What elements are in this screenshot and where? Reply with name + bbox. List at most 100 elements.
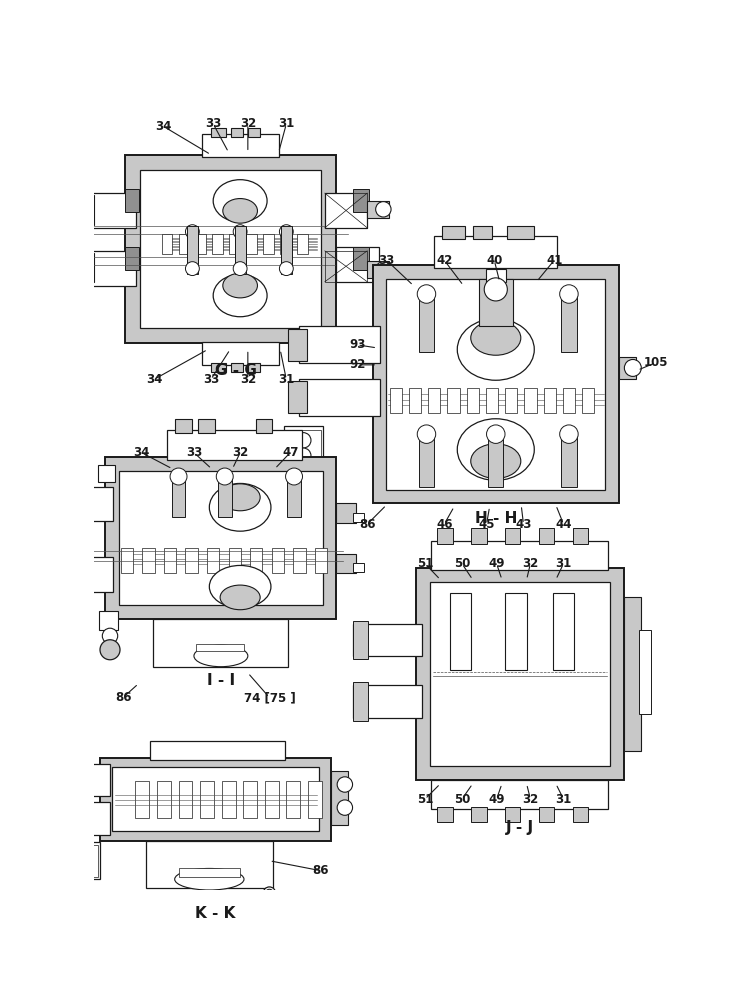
Bar bbox=[200, 781, 214, 818]
Text: 32: 32 bbox=[523, 557, 539, 570]
Text: 51: 51 bbox=[417, 793, 433, 806]
Bar bbox=[582, 388, 595, 413]
Text: J - J: J - J bbox=[506, 820, 534, 835]
Text: 34: 34 bbox=[146, 373, 162, 386]
Bar bbox=[284, 426, 322, 473]
Bar bbox=[315, 548, 327, 573]
Bar bbox=[353, 682, 368, 721]
Bar bbox=[486, 388, 498, 413]
Bar bbox=[235, 232, 246, 274]
Bar bbox=[140, 170, 321, 328]
Circle shape bbox=[484, 278, 507, 301]
Bar bbox=[267, 899, 272, 905]
Circle shape bbox=[417, 285, 436, 303]
Bar bbox=[42, 489, 59, 518]
Bar bbox=[211, 363, 226, 372]
Bar bbox=[450, 593, 471, 670]
Bar bbox=[53, 557, 113, 592]
Circle shape bbox=[170, 468, 187, 485]
Text: 32: 32 bbox=[240, 373, 256, 386]
Bar bbox=[142, 548, 155, 573]
Bar bbox=[231, 128, 243, 137]
Bar bbox=[243, 781, 257, 818]
Ellipse shape bbox=[223, 199, 258, 223]
Text: 49: 49 bbox=[488, 557, 505, 570]
Bar bbox=[235, 226, 246, 269]
Bar bbox=[428, 388, 440, 413]
Ellipse shape bbox=[471, 444, 521, 478]
Bar bbox=[247, 234, 257, 254]
Bar bbox=[563, 388, 575, 413]
Circle shape bbox=[71, 861, 85, 875]
Bar bbox=[202, 134, 279, 157]
Bar bbox=[179, 781, 192, 818]
Text: 105: 105 bbox=[644, 356, 668, 369]
Text: 86: 86 bbox=[115, 691, 131, 704]
Text: 33: 33 bbox=[205, 117, 222, 130]
Bar bbox=[187, 232, 198, 274]
Text: 40: 40 bbox=[486, 254, 503, 267]
Bar bbox=[284, 430, 321, 473]
Bar bbox=[442, 226, 465, 239]
Bar bbox=[471, 807, 486, 822]
Bar bbox=[68, 764, 110, 796]
Circle shape bbox=[337, 800, 353, 815]
Text: 47: 47 bbox=[282, 446, 298, 459]
Bar bbox=[336, 554, 355, 573]
Bar bbox=[62, 845, 99, 877]
Bar bbox=[281, 232, 291, 274]
Bar bbox=[505, 807, 520, 822]
Circle shape bbox=[233, 225, 247, 239]
Bar bbox=[250, 548, 263, 573]
Bar bbox=[437, 528, 453, 544]
Bar bbox=[248, 128, 260, 137]
Circle shape bbox=[263, 887, 275, 899]
Text: 50: 50 bbox=[453, 793, 470, 806]
Ellipse shape bbox=[174, 868, 244, 890]
Bar bbox=[539, 807, 554, 822]
Bar bbox=[187, 226, 198, 269]
Ellipse shape bbox=[220, 484, 260, 511]
Bar bbox=[167, 430, 302, 460]
Circle shape bbox=[486, 425, 505, 443]
Circle shape bbox=[375, 262, 391, 277]
Bar bbox=[623, 597, 640, 751]
Bar bbox=[135, 781, 149, 818]
Bar bbox=[447, 388, 459, 413]
Text: G - G: G - G bbox=[216, 363, 257, 378]
Ellipse shape bbox=[209, 565, 271, 608]
Bar bbox=[42, 560, 59, 589]
Bar bbox=[124, 189, 138, 212]
Text: 32: 32 bbox=[240, 117, 256, 130]
Bar bbox=[353, 247, 369, 270]
Text: 31: 31 bbox=[278, 373, 294, 386]
Ellipse shape bbox=[220, 585, 260, 610]
Bar bbox=[325, 251, 367, 282]
Bar bbox=[505, 388, 517, 413]
Circle shape bbox=[294, 460, 313, 478]
Bar bbox=[86, 251, 136, 286]
Circle shape bbox=[280, 225, 293, 239]
Bar bbox=[543, 388, 556, 413]
Bar bbox=[222, 781, 236, 818]
Text: 45: 45 bbox=[478, 518, 495, 531]
Bar bbox=[179, 234, 189, 254]
Bar bbox=[71, 253, 94, 282]
Bar bbox=[231, 363, 243, 372]
Bar bbox=[286, 781, 300, 818]
Bar bbox=[119, 471, 322, 605]
Text: 92: 92 bbox=[349, 358, 365, 371]
Circle shape bbox=[375, 202, 391, 217]
Bar bbox=[573, 807, 588, 822]
Bar bbox=[471, 528, 486, 544]
Text: 49: 49 bbox=[488, 793, 505, 806]
Bar bbox=[124, 155, 336, 343]
Ellipse shape bbox=[471, 321, 521, 355]
Bar bbox=[211, 128, 226, 137]
Ellipse shape bbox=[457, 319, 534, 380]
Bar bbox=[473, 226, 492, 239]
Ellipse shape bbox=[213, 274, 267, 317]
Bar bbox=[174, 419, 191, 433]
Bar bbox=[431, 780, 608, 809]
Ellipse shape bbox=[213, 180, 267, 222]
